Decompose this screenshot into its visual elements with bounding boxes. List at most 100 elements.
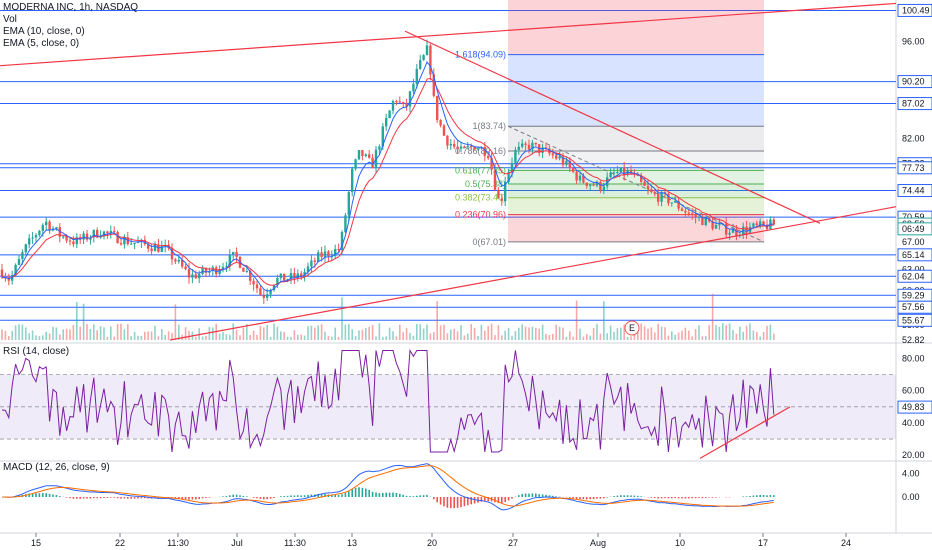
volume-bar	[1, 329, 3, 340]
descending-trend-line	[404, 30, 821, 224]
macd-histogram-bar	[116, 497, 119, 499]
macd-histogram-bar	[572, 497, 574, 499]
earnings-marker	[624, 320, 640, 336]
volume-bar	[14, 325, 17, 340]
candle-body	[65, 236, 68, 241]
volume-bar	[293, 330, 296, 340]
macd-histogram-bar	[375, 492, 377, 497]
volume-bar	[297, 334, 299, 340]
volume-bar	[82, 303, 85, 340]
macd-legend: MACD (12, 26, close, 9)	[3, 462, 110, 473]
price-label-box	[897, 300, 932, 314]
volume-bar	[562, 327, 564, 340]
candle-body	[527, 144, 531, 150]
volume-bar	[249, 334, 251, 340]
volume-bar	[144, 331, 146, 340]
volume-bar	[671, 331, 673, 340]
candle-body	[381, 126, 384, 147]
macd-histogram-bar	[684, 497, 687, 499]
volume-bar	[422, 328, 425, 340]
candle-body	[170, 247, 174, 260]
volume-bar	[65, 328, 68, 340]
volume-bar	[749, 323, 751, 340]
volume-bar	[42, 335, 44, 340]
macd-histogram-bar	[181, 497, 183, 499]
macd-histogram-bar	[501, 497, 503, 504]
candle-body	[174, 259, 177, 262]
volume-bar	[487, 326, 489, 340]
volume-bar	[450, 329, 452, 340]
volume-bar	[412, 335, 415, 340]
volume-bar	[62, 329, 64, 340]
volume-bar	[708, 325, 710, 340]
candle-body	[582, 175, 585, 183]
candle-body	[759, 221, 762, 226]
volume-bar	[640, 323, 642, 340]
candle-body	[446, 135, 449, 146]
macd-tick-label: 4.00	[902, 469, 920, 479]
candle-body	[555, 155, 558, 159]
macd-histogram-bar	[548, 495, 551, 497]
macd-histogram-bar	[484, 497, 486, 502]
volume-bar	[739, 326, 741, 340]
macd-histogram-bar	[399, 493, 401, 497]
candle-body	[466, 145, 469, 147]
candle-body	[459, 146, 463, 149]
volume-bar	[725, 325, 727, 340]
volume-bar	[218, 333, 221, 340]
candle-body	[398, 101, 401, 103]
volume-bar	[582, 336, 585, 340]
macd-histogram-bar	[344, 493, 347, 497]
price-label-box	[897, 3, 932, 17]
candle-body	[184, 266, 187, 270]
volume-bar	[657, 323, 659, 340]
rsi-value-label: 49.83	[902, 402, 925, 412]
fib-label: 0.5(75.38)	[465, 179, 506, 189]
candle-body	[320, 252, 323, 257]
candle-body	[463, 146, 466, 148]
time-tick-label: 10	[675, 538, 685, 548]
candle-body	[123, 237, 126, 245]
candle-body	[62, 236, 65, 238]
candle-body	[391, 101, 395, 111]
volume-bar	[273, 323, 275, 340]
macd-histogram-bar	[711, 497, 714, 498]
macd-histogram-bar	[443, 497, 445, 507]
macd-line	[1, 463, 774, 511]
volume-bar	[263, 327, 265, 340]
candle-body	[691, 213, 694, 215]
volume-bar	[79, 326, 81, 340]
volume-bar	[456, 331, 459, 340]
candle-body	[510, 163, 514, 172]
candle-body	[347, 192, 350, 216]
volume-bar	[552, 333, 554, 340]
volume-bar	[446, 333, 449, 340]
price-label: 57.56	[902, 302, 925, 312]
macd-histogram-bar	[110, 497, 112, 498]
volume-bar	[174, 304, 177, 340]
volume-bar	[399, 324, 401, 340]
volume-bar	[756, 332, 758, 340]
volume-bar	[402, 332, 404, 340]
candle-body	[279, 273, 282, 279]
volume-bar	[229, 334, 231, 340]
candle-body	[429, 45, 432, 75]
candle-body	[572, 168, 575, 172]
volume-bar	[106, 336, 109, 340]
volume-bar	[239, 335, 241, 340]
volume-bar	[467, 333, 469, 340]
candle-body	[89, 237, 92, 240]
macd-histogram-bar	[65, 497, 68, 498]
volume-bar	[586, 334, 588, 340]
candle-body	[449, 143, 452, 146]
macd-histogram-bar	[439, 497, 442, 505]
price-label: 70.59	[902, 212, 925, 222]
volume-bar	[120, 323, 122, 340]
macd-histogram-bar	[473, 497, 476, 504]
volume-bar	[123, 329, 126, 340]
volume-bar	[688, 330, 690, 340]
volume-bar	[511, 335, 513, 340]
macd-histogram-bar	[269, 497, 272, 499]
macd-histogram-bar	[140, 497, 143, 499]
